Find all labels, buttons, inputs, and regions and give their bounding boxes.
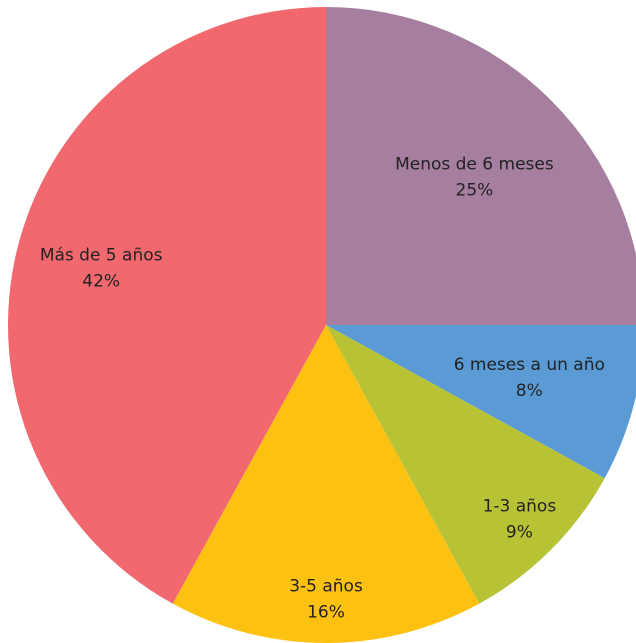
pie-slice <box>172 325 480 643</box>
slice-label: 1-3 años <box>483 496 557 516</box>
slice-label: 3-5 años <box>289 576 363 596</box>
slice-label: Menos de 6 meses <box>395 155 554 175</box>
slice-value-label: 42% <box>82 271 120 291</box>
pie-slice <box>326 325 605 604</box>
slice-value-label: 9% <box>506 522 533 542</box>
pie-slice <box>8 7 326 604</box>
slice-label: Más de 5 años <box>40 245 163 265</box>
slice-value-label: 16% <box>307 602 345 622</box>
slice-label: 6 meses a un año <box>454 355 605 375</box>
slice-value-label: 8% <box>516 381 543 401</box>
slice-value-label: 25% <box>456 181 494 201</box>
pie-slice <box>326 325 636 479</box>
pie-slice <box>326 7 636 325</box>
